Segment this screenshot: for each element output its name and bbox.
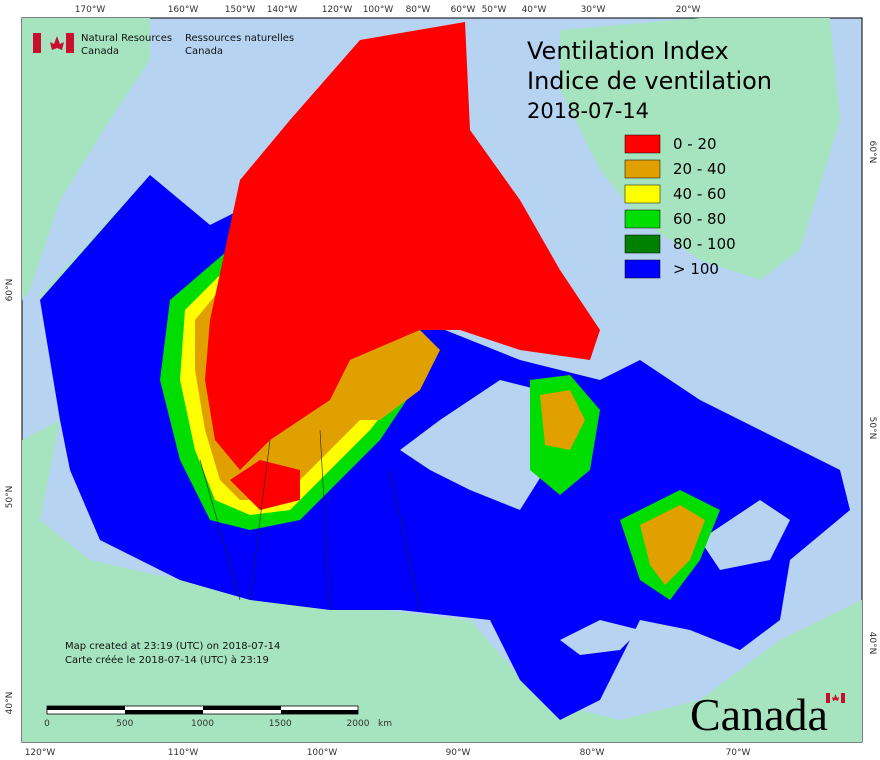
legend-swatch (624, 184, 661, 204)
longitude-label: 80°W (406, 5, 431, 15)
latitude-label: 60°N (5, 279, 15, 302)
legend-label: 20 - 40 (673, 160, 726, 178)
credit: Map created at 23:19 (UTC) on 2018-07-14 (65, 641, 280, 652)
longitude-label: 170°W (75, 5, 106, 15)
agency-name: Canada (185, 46, 223, 57)
map-date: 2018-07-14 (527, 99, 649, 123)
longitude-label: 30°W (581, 5, 606, 15)
graticule-labels: 170°W 160°W 150°W 140°W 120°W 100°W 80°W 60°W 50… (5, 5, 877, 758)
latitude-label: 40°N (5, 692, 15, 715)
legend-swatch (624, 209, 661, 229)
scale-label: 2000 (347, 719, 370, 729)
scale-bar (46, 705, 359, 715)
agency-name: Canada (81, 46, 119, 57)
scale-label: 500 (116, 719, 133, 729)
credit: Carte créée le 2018-07-14 (UTC) à 23:19 (65, 654, 269, 666)
longitude-label: 60°W (451, 5, 476, 15)
latitude-label: 50°N (867, 417, 877, 440)
agency-name: Ressources naturelles (185, 33, 294, 44)
agency-logo (33, 33, 74, 53)
longitude-label: 90°W (446, 748, 471, 758)
longitude-label: 40°W (522, 5, 547, 15)
wordmark: Canada (690, 689, 828, 740)
longitude-label: 120°W (322, 5, 353, 15)
wordmark-flag (826, 693, 845, 703)
longitude-label: 110°W (168, 748, 199, 758)
legend-label: 80 - 100 (673, 235, 736, 253)
legend-swatch (624, 134, 661, 154)
scale-label: 1500 (269, 719, 292, 729)
longitude-label: 80°W (580, 748, 605, 758)
map-title: Indice de ventilation (527, 67, 772, 95)
legend-swatch (624, 159, 661, 179)
longitude-label: 150°W (225, 5, 256, 15)
legend-label: > 100 (673, 260, 719, 278)
longitude-label: 50°W (482, 5, 507, 15)
latitude-label: 60°N (867, 141, 877, 164)
latitude-label: 40°N (867, 632, 877, 655)
legend-swatch (624, 234, 661, 254)
agency-name: Natural Resources (81, 33, 172, 44)
latitude-label: 50°N (5, 486, 15, 509)
longitude-label: 100°W (307, 748, 338, 758)
longitude-label: 120°W (25, 748, 56, 758)
longitude-label: 70°W (726, 748, 751, 758)
legend: 0 - 20 20 - 40 40 - 60 60 - 80 80 - 100 > 100 (624, 134, 736, 279)
legend-label: 40 - 60 (673, 185, 726, 203)
base-map (22, 18, 862, 742)
longitude-label: 160°W (168, 5, 199, 15)
longitude-label: 100°W (363, 5, 394, 15)
longitude-label: 20°W (676, 5, 701, 15)
scale-label: 0 (44, 719, 50, 729)
legend-swatch (624, 259, 661, 279)
legend-label: 60 - 80 (673, 210, 726, 228)
scale-label: 1000 (191, 719, 214, 729)
map-title: Ventilation Index (527, 37, 729, 65)
scale-labels: 0 500 1000 1500 2000 km (44, 719, 392, 729)
scale-unit: km (378, 719, 392, 729)
longitude-label: 140°W (267, 5, 298, 15)
legend-label: 0 - 20 (673, 135, 717, 153)
